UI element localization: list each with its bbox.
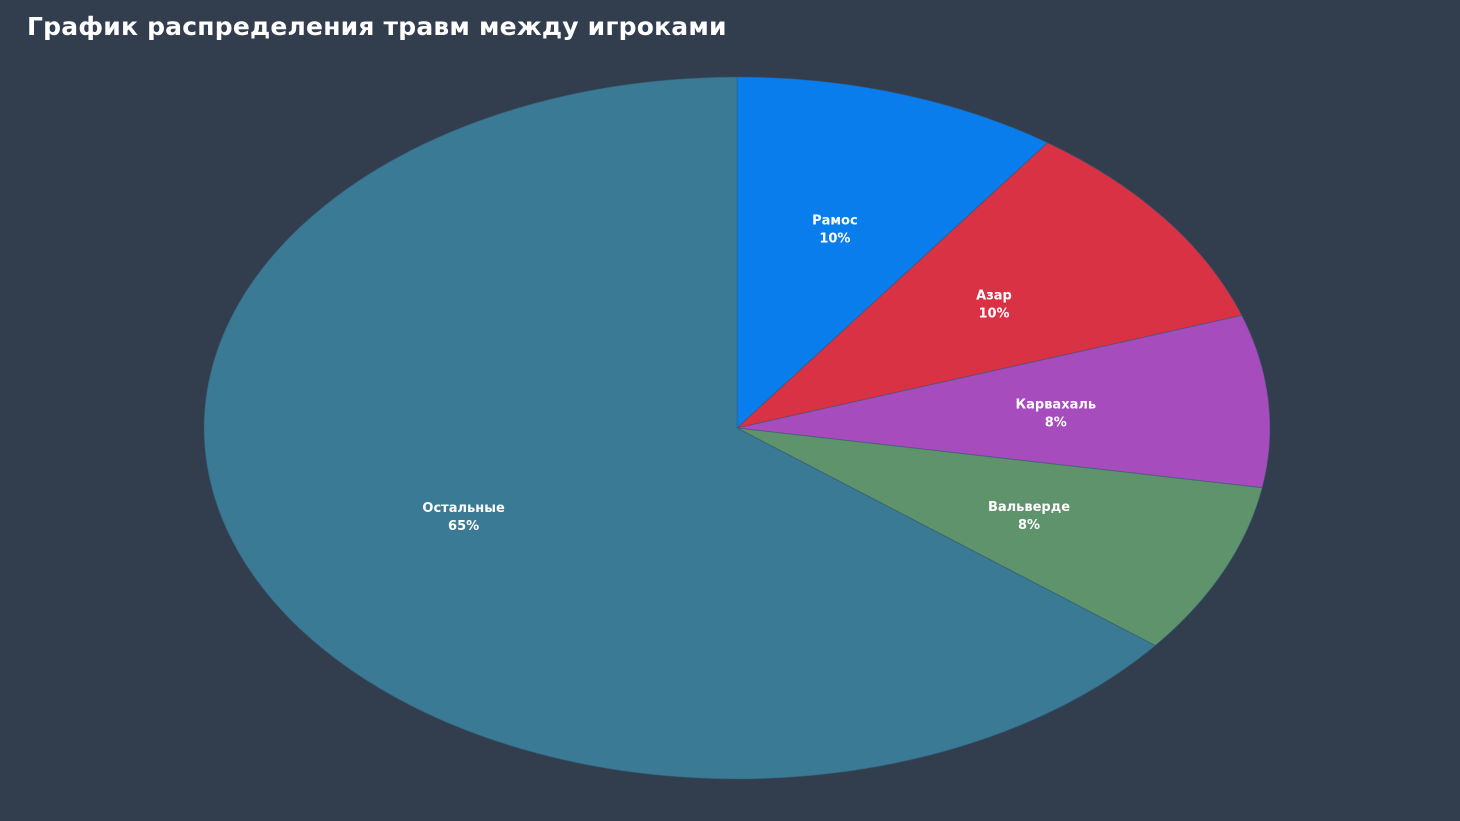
slice-value-label: 8% — [1018, 518, 1040, 533]
slice-value-label: 10% — [819, 232, 850, 247]
pie-slice-4 — [736, 427, 1263, 647]
pie-labels: Рамос 10% Азар 10% Карвахаль 8% Вальверде 8% Ост… — [422, 214, 1096, 535]
pie-slice-3 — [736, 314, 1271, 489]
chart-title: График распределения травм между игрокам… — [27, 12, 727, 41]
slice-value-label: 8% — [1045, 416, 1067, 431]
pie-slice-1 — [736, 76, 1049, 430]
slice-name-label: Остальные — [422, 501, 505, 516]
slice-value-label: 65% — [448, 519, 479, 534]
pie-slices — [203, 76, 1271, 780]
pie-slice-2 — [735, 142, 1243, 429]
pie-slice-5 — [203, 76, 1157, 780]
slice-name-label: Вальверде — [988, 500, 1070, 515]
slice-name-label: Карвахаль — [1015, 398, 1096, 413]
slice-name-label: Азар — [976, 289, 1012, 304]
slice-value-label: 10% — [978, 307, 1009, 322]
slice-name-label: Рамос — [812, 214, 858, 229]
